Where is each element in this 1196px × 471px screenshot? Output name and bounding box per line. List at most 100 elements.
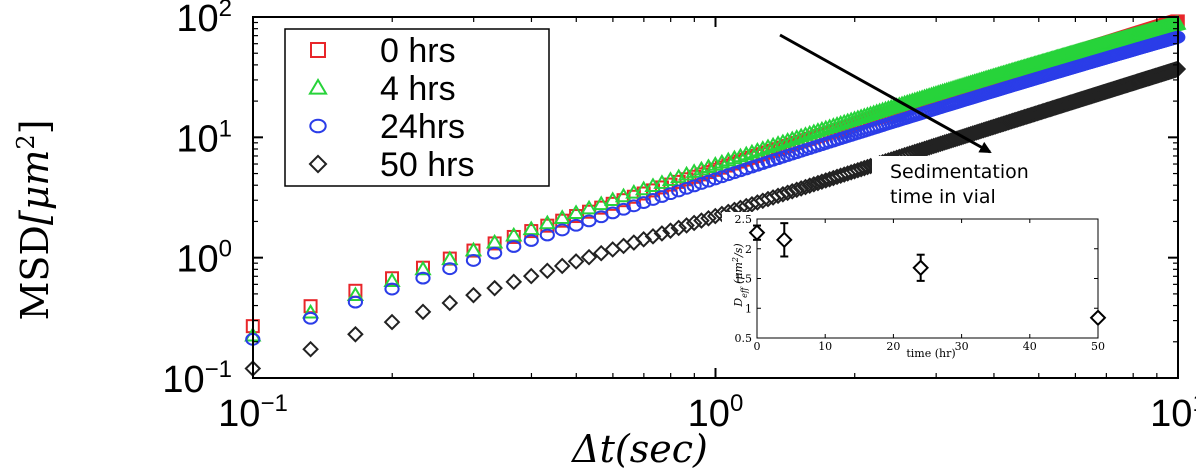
data-point bbox=[465, 286, 482, 304]
data-point bbox=[301, 303, 320, 319]
data-point bbox=[539, 228, 555, 242]
inset-data-point bbox=[1089, 309, 1107, 327]
data-point bbox=[635, 231, 652, 248]
data-point bbox=[383, 313, 401, 331]
y-tick-label: 101 bbox=[176, 115, 232, 160]
y-tick-label: 102 bbox=[176, 0, 232, 40]
data-point bbox=[347, 325, 364, 343]
data-point bbox=[465, 254, 482, 267]
data-point bbox=[506, 240, 522, 253]
x-axis-title: Δt(sec) bbox=[570, 427, 708, 471]
inset-diamond-marker bbox=[748, 224, 766, 241]
data-point bbox=[414, 260, 432, 276]
x-tick-label: 101 bbox=[1150, 390, 1196, 435]
inset-diamond-marker bbox=[1089, 309, 1107, 327]
data-point bbox=[743, 143, 761, 159]
data-point bbox=[788, 181, 806, 199]
legend-label: 0 hrs bbox=[380, 32, 456, 70]
inset-x-tick-label: 50 bbox=[1091, 340, 1105, 353]
legend-label: 4 hrs bbox=[380, 70, 456, 108]
annotation-label-bg bbox=[872, 156, 1068, 206]
inset-background bbox=[722, 212, 1112, 365]
data-point bbox=[636, 196, 652, 209]
data-point bbox=[522, 267, 540, 285]
data-point bbox=[805, 176, 823, 193]
data-point bbox=[487, 246, 503, 260]
data-point bbox=[707, 172, 723, 186]
data-point bbox=[580, 199, 598, 215]
data-point bbox=[302, 340, 319, 358]
annotation-line-2: time in vial bbox=[890, 186, 996, 208]
legend-label: 24hrs bbox=[380, 108, 465, 146]
data-point bbox=[302, 311, 319, 325]
y-axis-title: MSD[μm2] bbox=[12, 119, 57, 320]
x-tick-label: 10−1 bbox=[218, 390, 288, 435]
data-point bbox=[671, 184, 687, 198]
inset-y-tick-label: 2 bbox=[745, 243, 752, 256]
legend-marker bbox=[308, 77, 328, 95]
inset-plot: 0 10 20 30 40 50 0.5 1 1.5 2 2.5 time (hr) Deff (μ… bbox=[722, 212, 1112, 365]
data-point bbox=[568, 218, 584, 232]
data-point bbox=[553, 209, 571, 224]
data-point bbox=[809, 174, 827, 192]
legend-marker bbox=[309, 118, 327, 134]
data-point bbox=[441, 294, 459, 312]
inset-axis-ticks: 0 10 20 30 40 50 0.5 1 1.5 2 2.5 bbox=[735, 213, 1106, 353]
data-point bbox=[654, 190, 670, 203]
data-point bbox=[748, 141, 767, 157]
data-point bbox=[832, 114, 850, 130]
data-point bbox=[706, 207, 724, 225]
inset-x-tick-label: 30 bbox=[955, 340, 969, 353]
data-point bbox=[383, 272, 401, 287]
inset-data-point bbox=[912, 253, 929, 282]
inset-x-tick-label: 0 bbox=[754, 340, 761, 353]
inset-y-tick-label: 1.5 bbox=[735, 273, 753, 286]
data-point bbox=[706, 156, 724, 171]
inset-data-point bbox=[775, 222, 793, 258]
data-point bbox=[505, 273, 523, 291]
data-point bbox=[567, 253, 585, 270]
data-point bbox=[346, 286, 365, 302]
data-point bbox=[842, 111, 860, 127]
y-tick-label: 10−1 bbox=[162, 356, 232, 401]
legend-box bbox=[284, 28, 550, 187]
y-tick-label: 100 bbox=[176, 236, 232, 281]
data-point bbox=[700, 174, 717, 188]
data-point bbox=[415, 271, 431, 285]
data-point bbox=[644, 228, 662, 245]
data-point bbox=[539, 262, 556, 280]
data-point bbox=[801, 177, 819, 194]
data-point bbox=[567, 204, 585, 220]
annotation-arrow bbox=[779, 33, 992, 154]
data-point bbox=[506, 229, 521, 244]
data-point bbox=[692, 160, 711, 176]
data-point bbox=[662, 187, 679, 201]
inset-diamond-marker bbox=[775, 231, 793, 249]
data-point bbox=[759, 138, 777, 154]
data-point bbox=[719, 151, 737, 167]
data-point bbox=[523, 234, 539, 247]
data-point bbox=[686, 179, 702, 193]
annotation-line-1: Sedimentation bbox=[890, 161, 1029, 183]
main-data-points bbox=[244, 14, 1187, 377]
inset-x-axis-title: time (hr) bbox=[906, 347, 955, 360]
inset-y-tick-label: 1 bbox=[745, 302, 752, 315]
data-point bbox=[774, 185, 792, 203]
data-point bbox=[347, 295, 364, 309]
data-point bbox=[678, 217, 695, 234]
data-point bbox=[699, 158, 718, 174]
data-point bbox=[839, 112, 857, 128]
legend-marker bbox=[308, 154, 328, 174]
data-point bbox=[737, 145, 755, 161]
data-point bbox=[713, 153, 731, 169]
data-point bbox=[797, 178, 814, 196]
data-point bbox=[693, 212, 710, 229]
data-point bbox=[653, 225, 671, 242]
data-point bbox=[731, 147, 750, 163]
data-point bbox=[725, 149, 744, 165]
inset-y-tick-label: 0.5 bbox=[735, 332, 753, 345]
